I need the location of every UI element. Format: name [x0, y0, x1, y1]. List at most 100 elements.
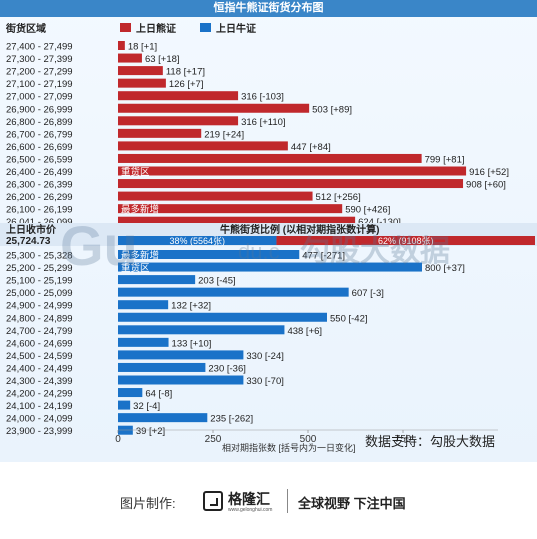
bear-range-label: 26,900 - 26,999: [6, 104, 73, 115]
bear-row: 27,100 - 27,199 126 [+7]: [6, 78, 203, 90]
bear-bar: [118, 128, 202, 138]
bear-row: 26,300 - 26,399 908 [+60]: [6, 179, 506, 191]
bear-bar: [118, 141, 288, 151]
ratio-bear-label: 62% (9108张): [378, 236, 434, 246]
bull-row: 25,100 - 25,199 203 [-45]: [6, 275, 236, 287]
ratio-bull-bar: [118, 236, 277, 245]
close-value: 25,724.73: [6, 236, 51, 247]
bull-value-label: 330 [-24]: [246, 351, 284, 362]
bull-range-label: 25,100 - 25,199: [6, 276, 73, 287]
bear-tag-label: 重货区: [121, 166, 150, 178]
x-tick-label: 750: [395, 434, 412, 445]
bull-range-label: 24,800 - 24,899: [6, 313, 73, 324]
bull-value-label: 800 [+37]: [425, 263, 465, 274]
bear-range-label: 27,100 - 27,199: [6, 79, 73, 90]
bull-range-label: 25,200 - 25,299: [6, 263, 73, 274]
bear-value-label: 316 [-103]: [241, 92, 284, 103]
bull-range-label: 24,900 - 24,999: [6, 301, 73, 312]
bull-range-label: 23,900 - 23,999: [6, 426, 73, 437]
bear-bar: [118, 216, 356, 226]
brand-logo-icon: [203, 491, 223, 511]
legend-bear-label: 上日熊证: [136, 22, 176, 35]
bull-row: 25,200 - 25,299 800 [+37] 重货区: [6, 262, 465, 274]
bear-value-label: 447 [+84]: [291, 142, 331, 153]
bear-value-label: 799 [+81]: [425, 154, 465, 165]
bull-value-label: 550 [-42]: [330, 313, 368, 324]
legend-bull-label: 上日牛证: [216, 22, 256, 35]
bull-row: 24,100 - 24,199 32 [-4]: [6, 400, 160, 412]
bull-value-label: 132 [+32]: [171, 301, 211, 312]
bear-range-label: 27,200 - 27,299: [6, 67, 73, 78]
bear-value-label: 219 [+24]: [204, 129, 244, 140]
bear-row: 26,600 - 26,699 447 [+84]: [6, 141, 331, 153]
bear-range-label: 26,700 - 26,799: [6, 129, 73, 140]
bear-range-label: 26,100 - 26,199: [6, 205, 73, 216]
bear-bar: [118, 78, 166, 88]
bear-row: 27,200 - 27,299 118 [+17]: [6, 66, 205, 78]
bear-value-label: 512 [+256]: [316, 192, 361, 203]
bear-range-label: 26,041 - 26,099: [6, 217, 73, 228]
bull-value-label: 39 [+2]: [136, 426, 165, 437]
x-tick-label: 250: [205, 434, 222, 445]
footer-slogan: 全球视野 下注中国: [298, 496, 406, 511]
bear-bar: [118, 53, 142, 63]
bull-row: 25,300 - 25,328 477 [-271] 最多新增: [6, 250, 345, 262]
bull-bar: [118, 312, 327, 322]
bear-range-label: 26,500 - 26,599: [6, 154, 73, 165]
bull-bar: [118, 362, 206, 372]
footer-divider: [287, 489, 288, 513]
bear-row: 26,700 - 26,799 219 [+24]: [6, 128, 244, 140]
bear-value-label: 916 [+52]: [469, 167, 509, 178]
bull-row: 24,000 - 24,099 235 [-262]: [6, 413, 253, 425]
data-source: 数据支持：勾股大数据: [365, 434, 495, 449]
bull-row: 24,200 - 24,299 64 [-8]: [6, 388, 172, 400]
bear-value-label: 18 [+1]: [128, 42, 157, 53]
bear-tag-label: 最多新增: [121, 204, 159, 216]
bear-range-label: 26,800 - 26,899: [6, 117, 73, 128]
bull-bar: [118, 250, 300, 259]
bull-row: 24,600 - 24,699 133 [+10]: [6, 337, 212, 349]
x-tick-label: 500: [300, 434, 317, 445]
bear-range-label: 26,400 - 26,499: [6, 167, 73, 178]
bear-value-label: 316 [+110]: [241, 117, 285, 128]
footer: 图片制作: 格隆汇 www.gelonghui.com 全球视野 下注中国: [0, 462, 537, 539]
bear-value-label: 503 [+89]: [312, 104, 352, 115]
bear-value-label: 908 [+60]: [466, 180, 506, 191]
bear-range-label: 27,000 - 27,099: [6, 92, 73, 103]
bull-value-label: 64 [-8]: [145, 389, 172, 400]
bull-bar: [118, 388, 143, 398]
bull-tag-label: 重货区: [121, 262, 150, 274]
bull-value-label: 477 [-271]: [302, 251, 345, 262]
bull-row: 24,800 - 24,899 550 [-42]: [6, 312, 368, 324]
bull-range-label: 24,600 - 24,699: [6, 338, 73, 349]
legend: 街货区域 上日熊证 上日牛证: [5, 22, 256, 35]
brand-name: 格隆汇: [228, 491, 270, 507]
bear-bar: [118, 191, 313, 201]
ratio-bear-bar: [276, 236, 535, 245]
bull-row: 24,300 - 24,399 330 [-70]: [6, 375, 284, 387]
bear-bar: [118, 179, 464, 189]
bull-range-label: 24,500 - 24,599: [6, 351, 73, 362]
bear-bar: [118, 153, 422, 163]
bear-row: 26,200 - 26,299 512 [+256]: [6, 191, 361, 203]
bull-row: 25,000 - 25,099 607 [-3]: [6, 287, 384, 299]
ratio-title: 牛熊街货比例 (以相对期指张数计算): [220, 223, 379, 236]
bull-bar: [118, 300, 169, 310]
bull-bar: [118, 325, 285, 335]
bear-range-label: 27,300 - 27,399: [6, 54, 73, 65]
bull-bar: [118, 337, 169, 347]
bull-value-label: 235 [-262]: [210, 414, 253, 425]
ratio-bull-label: 38% (5564张): [169, 236, 225, 246]
bear-bar: [118, 66, 163, 76]
bear-bar: [118, 166, 467, 176]
bear-row: 27,300 - 27,399 63 [+18]: [6, 53, 180, 65]
bull-bar: [118, 275, 196, 285]
bull-value-label: 133 [+10]: [172, 338, 212, 349]
bear-row: 26,900 - 26,999 503 [+89]: [6, 103, 352, 115]
x-axis-label: 相对期指张数 [括号内为一日变化]: [222, 442, 356, 453]
bear-bar: [118, 204, 343, 214]
bear-row: 26,041 - 26,099 624 [-130]: [6, 216, 401, 228]
bull-bar: [118, 413, 208, 423]
bear-row: 26,100 - 26,199 590 [+426] 最多新增: [6, 204, 390, 216]
